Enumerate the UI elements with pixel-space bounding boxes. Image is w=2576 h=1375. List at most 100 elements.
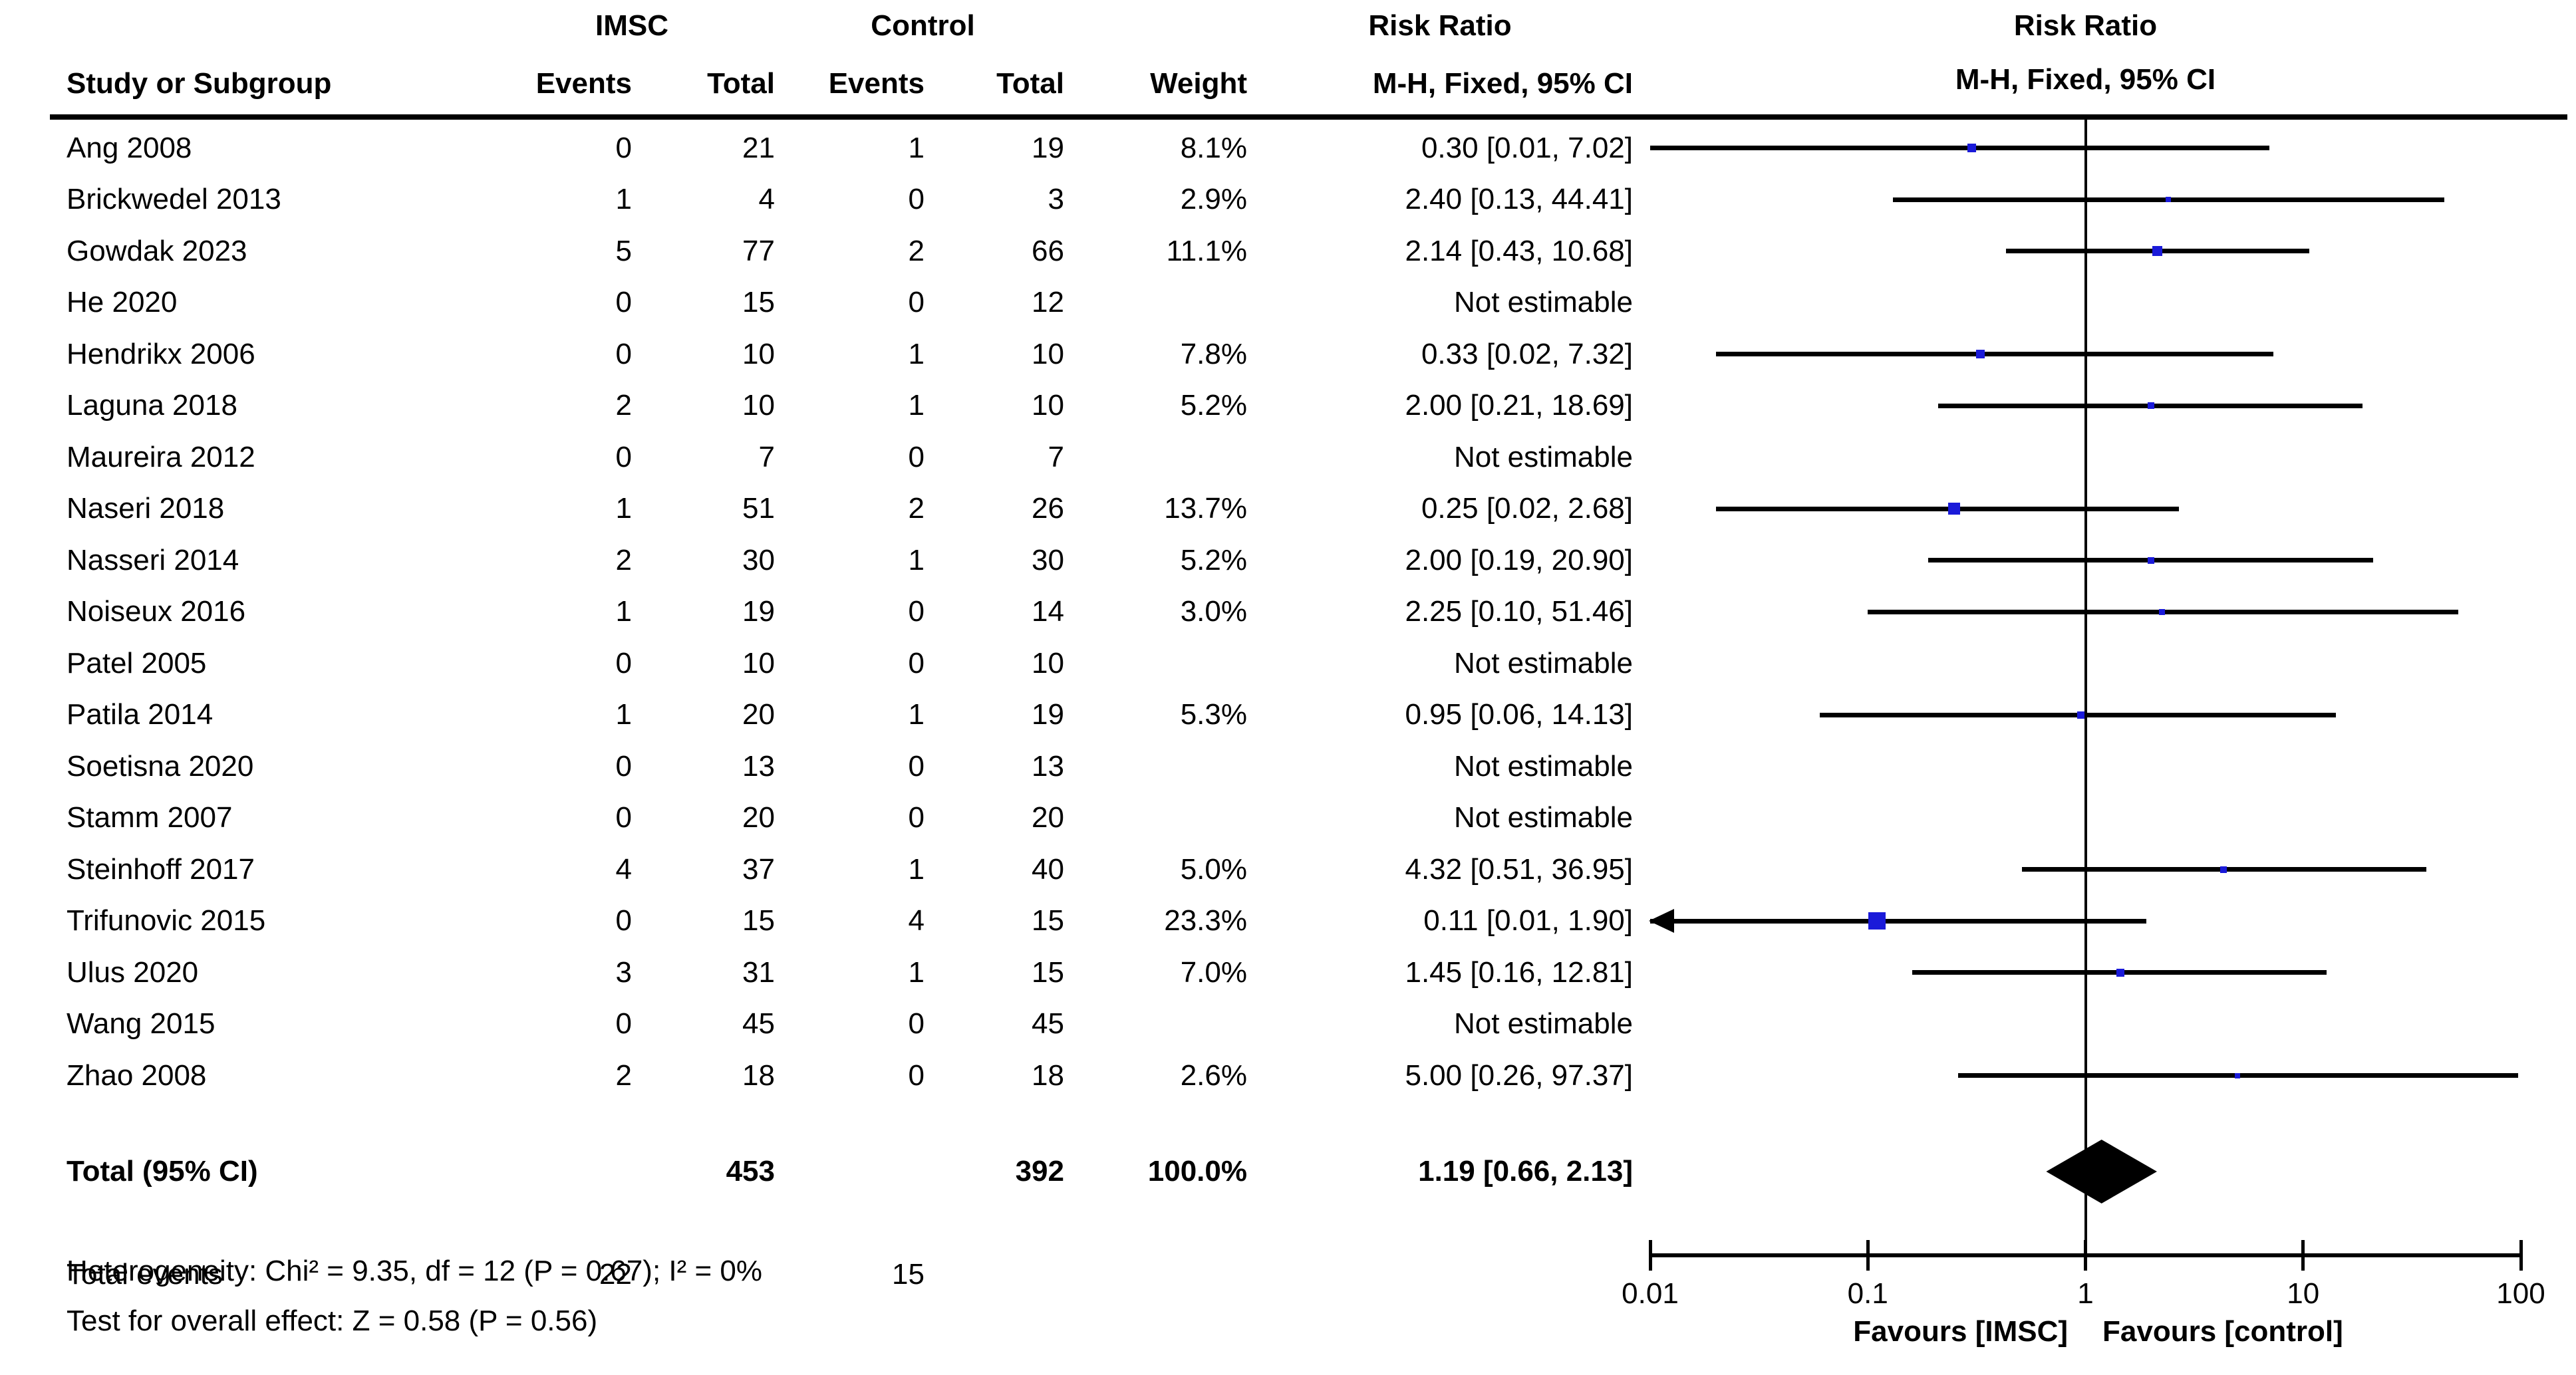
column-header-control-total: Total xyxy=(996,66,1064,100)
imsc-events-cell: 0 xyxy=(615,337,632,370)
total-row: Total (95% CI) 453 392 100.0% 1.19 [0.66… xyxy=(0,1140,2576,1203)
column-header-weight: Weight xyxy=(1150,66,1247,100)
control-events-cell: 0 xyxy=(908,183,925,216)
control-total-cell: 66 xyxy=(1032,234,1064,267)
effect-marker xyxy=(1868,912,1886,930)
rr-ci-cell: 0.30 [0.01, 7.02] xyxy=(1421,131,1633,164)
study-name: Laguna 2018 xyxy=(67,389,237,422)
study-name: Gowdak 2023 xyxy=(67,234,247,267)
imsc-events-cell: 0 xyxy=(615,440,632,473)
axis-ticks: 0.01 0.1 1 10 100 xyxy=(1622,1240,2545,1310)
imsc-total-cell: 21 xyxy=(742,131,775,164)
plot-strip xyxy=(1650,174,2521,226)
control-total-cell: 14 xyxy=(1032,595,1064,628)
axis-tick xyxy=(2519,1240,2523,1271)
plot-header-method: M-H, Fixed, 95% CI xyxy=(1955,63,2216,96)
group-header-imsc: IMSC xyxy=(595,9,668,42)
weight-cell: 5.3% xyxy=(1180,698,1247,731)
plot-strip xyxy=(1650,432,2521,483)
control-events-cell: 0 xyxy=(908,440,925,473)
study-name: Stamm 2007 xyxy=(67,801,233,834)
total-events-row: Total events 22 15 xyxy=(0,1249,2576,1299)
effect-marker xyxy=(2159,608,2166,615)
study-row: Wang 2015 0 45 0 45 Not estimable xyxy=(0,999,2576,1051)
control-total-cell: 20 xyxy=(1032,801,1064,834)
plot-strip xyxy=(1650,741,2521,793)
rr-ci-cell: 2.25 [0.10, 51.46] xyxy=(1405,595,1633,628)
imsc-events-cell: 2 xyxy=(615,543,632,576)
imsc-total-cell: 77 xyxy=(742,234,775,267)
axis-tick-label: 100 xyxy=(2496,1277,2545,1310)
control-total-cell: 18 xyxy=(1032,1059,1064,1092)
imsc-events-cell: 5 xyxy=(615,234,632,267)
total-weight: 100.0% xyxy=(1147,1155,1247,1188)
ci-line xyxy=(1650,146,2270,151)
effect-marker xyxy=(2148,557,2154,564)
control-total-cell: 3 xyxy=(1048,183,1064,216)
study-name: Wang 2015 xyxy=(67,1007,215,1041)
plot-strip xyxy=(1650,999,2521,1051)
column-header-method: M-H, Fixed, 95% CI xyxy=(1372,66,1633,100)
rr-ci-cell: 1.45 [0.16, 12.81] xyxy=(1405,955,1633,989)
study-row: Hendrikx 2006 0 10 1 10 7.8% 0.33 [0.02,… xyxy=(0,328,2576,380)
weight-cell: 23.3% xyxy=(1164,904,1247,938)
effect-marker xyxy=(2076,711,2084,719)
imsc-events-cell: 0 xyxy=(615,286,632,319)
imsc-total-cell: 31 xyxy=(742,955,775,989)
plot-strip xyxy=(1650,689,2521,741)
imsc-events-cell: 3 xyxy=(615,955,632,989)
control-events-cell: 2 xyxy=(908,492,925,525)
heterogeneity-text: Heterogeneity: Chi² = 9.35, df = 12 (P =… xyxy=(67,1255,763,1287)
plot-strip xyxy=(1650,225,2521,277)
favours-left-label: Favours [IMSC] xyxy=(1853,1315,2068,1348)
total-events-control: 15 xyxy=(892,1257,925,1291)
column-header-control-events: Events xyxy=(828,66,925,100)
rr-ci-cell: 2.00 [0.19, 20.90] xyxy=(1405,543,1633,576)
control-events-cell: 0 xyxy=(908,286,925,319)
ci-line xyxy=(1650,918,2146,924)
imsc-total-cell: 18 xyxy=(742,1059,775,1092)
weight-cell: 7.8% xyxy=(1180,337,1247,370)
study-row: He 2020 0 15 0 12 Not estimable xyxy=(0,277,2576,329)
control-events-cell: 0 xyxy=(908,749,925,783)
imsc-events-cell: 0 xyxy=(615,1007,632,1041)
imsc-total-cell: 20 xyxy=(742,698,775,731)
imsc-total-cell: 20 xyxy=(742,801,775,834)
rr-ci-cell: Not estimable xyxy=(1453,286,1633,319)
imsc-total-cell: 30 xyxy=(742,543,775,576)
imsc-events-cell: 1 xyxy=(615,595,632,628)
study-name: Ang 2008 xyxy=(67,131,192,164)
study-row: Maureira 2012 0 7 0 7 Not estimable xyxy=(0,432,2576,483)
column-header-imsc-total: Total xyxy=(707,66,775,100)
imsc-events-cell: 0 xyxy=(615,646,632,680)
effect-marker xyxy=(2152,246,2163,257)
study-name: Naseri 2018 xyxy=(67,492,225,525)
control-events-cell: 4 xyxy=(908,904,925,938)
favours-right-label: Favours [control] xyxy=(2102,1315,2343,1348)
study-row: Laguna 2018 2 10 1 10 5.2% 2.00 [0.21, 1… xyxy=(0,380,2576,432)
study-row: Zhao 2008 2 18 0 18 2.6% 5.00 [0.26, 97.… xyxy=(0,1050,2576,1102)
control-total-cell: 10 xyxy=(1032,389,1064,422)
control-events-cell: 0 xyxy=(908,801,925,834)
weight-cell: 7.0% xyxy=(1180,955,1247,989)
rr-ci-cell: 0.25 [0.02, 2.68] xyxy=(1421,492,1633,525)
study-name: Steinhoff 2017 xyxy=(67,852,255,886)
imsc-total-cell: 7 xyxy=(758,440,775,473)
study-name: He 2020 xyxy=(67,286,178,319)
effect-marker xyxy=(2116,968,2125,977)
study-row: Trifunovic 2015 0 15 4 15 23.3% 0.11 [0.… xyxy=(0,896,2576,947)
plot-strip xyxy=(1650,483,2521,535)
weight-cell: 5.2% xyxy=(1180,543,1247,576)
control-events-cell: 1 xyxy=(908,852,925,886)
effect-marker xyxy=(2165,197,2171,203)
axis-tick xyxy=(2301,1240,2305,1271)
imsc-total-cell: 13 xyxy=(742,749,775,783)
imsc-total-cell: 10 xyxy=(742,337,775,370)
study-row: Stamm 2007 0 20 0 20 Not estimable xyxy=(0,793,2576,844)
plot-strip xyxy=(1650,947,2521,999)
plot-strip xyxy=(1650,638,2521,689)
study-row: Soetisna 2020 0 13 0 13 Not estimable xyxy=(0,741,2576,793)
plot-strip xyxy=(1649,896,2521,947)
control-total-cell: 19 xyxy=(1032,698,1064,731)
imsc-events-cell: 1 xyxy=(615,698,632,731)
